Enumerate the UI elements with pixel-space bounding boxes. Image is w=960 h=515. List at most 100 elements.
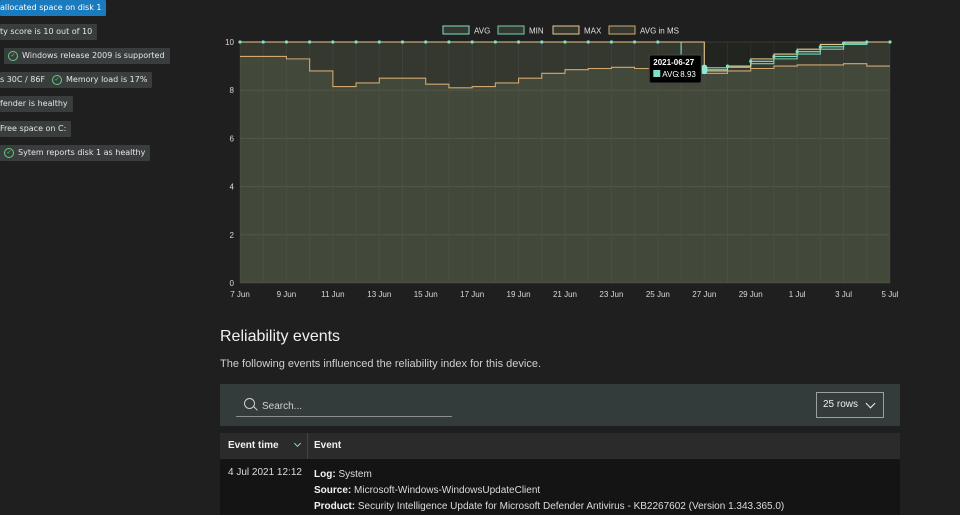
data-point[interactable]: [470, 40, 474, 44]
y-tick-label: 8: [230, 86, 235, 95]
data-point[interactable]: [609, 40, 614, 44]
column-header-event-time[interactable]: Event time: [228, 440, 279, 451]
status-chip[interactable]: fender is healthy: [0, 96, 73, 112]
reliability-chart: 0 2 4 6 8 10 7 Jun 9 Jun 11 Jun 13 Jun 15 Jun 17 Ju…: [225, 25, 899, 299]
tooltip-value: 8.93: [680, 70, 696, 79]
data-point[interactable]: [818, 45, 822, 49]
data-point[interactable]: [424, 40, 428, 44]
status-chip-label: Sytem reports disk 1 as healthy: [18, 148, 146, 157]
status-chip-label: fender is healthy: [0, 99, 68, 108]
x-tick-label: 11 Jun: [321, 290, 344, 299]
highlight-point[interactable]: [701, 66, 708, 73]
tooltip-separator: :: [677, 70, 679, 79]
status-chip-label: allocated space on disk 1: [0, 3, 102, 12]
y-tick-label: 4: [230, 183, 235, 192]
column-divider: [307, 433, 308, 459]
legend-label[interactable]: MIN: [529, 27, 544, 36]
status-chip-label: Windows release 2009 is supported: [22, 51, 165, 60]
data-point[interactable]: [447, 40, 451, 44]
rows-per-page-label: 25 rows: [823, 399, 859, 410]
x-tick-label: 27 Jun: [692, 290, 716, 299]
status-chip-label: ty score is 10 out of 10: [0, 27, 93, 36]
data-point[interactable]: [772, 54, 776, 59]
check-circle-icon: ✓: [8, 51, 18, 61]
check-circle-icon: ✓: [4, 148, 14, 158]
data-point[interactable]: [284, 40, 289, 44]
data-point[interactable]: [354, 40, 358, 44]
check-circle-icon: ✓: [52, 75, 62, 85]
data-point[interactable]: [749, 59, 753, 63]
status-chip[interactable]: ✓ Windows release 2009 is supported: [4, 48, 170, 64]
data-point[interactable]: [493, 40, 497, 44]
data-point[interactable]: [725, 64, 730, 68]
status-chip[interactable]: ✓ Memory load is 17%: [48, 72, 153, 88]
tooltip: [648, 54, 702, 84]
status-chip[interactable]: Free space on C:: [0, 121, 72, 137]
status-chip-label: s 30C / 86F: [0, 75, 46, 84]
series-line: [240, 41, 890, 72]
source-value: Microsoft-Windows-WindowsUpdateClient: [354, 485, 541, 496]
y-tick-label: 10: [225, 38, 234, 47]
tooltip-date: 2021-06-27: [653, 58, 694, 67]
legend-label[interactable]: MAX: [584, 27, 602, 36]
data-point[interactable]: [841, 41, 846, 45]
tooltip-swatch: [653, 70, 661, 77]
status-chip[interactable]: ty score is 10 out of 10: [0, 24, 98, 40]
x-tick-label: 5 Jul: [882, 290, 899, 299]
table-toolbar: 25 rows: [220, 384, 900, 426]
data-point[interactable]: [377, 40, 381, 44]
rows-per-page-select[interactable]: 25 rows: [816, 392, 884, 418]
column-header-event[interactable]: Event: [314, 440, 342, 451]
x-tick-label: 1 Jul: [789, 290, 806, 299]
data-point[interactable]: [656, 40, 660, 44]
y-tick-label: 6: [230, 134, 235, 143]
section-title: Reliability events: [220, 328, 341, 345]
data-point[interactable]: [400, 40, 405, 44]
product-value: Security Intelligence Update for Microso…: [357, 501, 785, 512]
chevron-down-icon: [865, 398, 876, 409]
status-chip-label: Free space on C:: [0, 124, 67, 133]
tooltip-series: AVG: [662, 70, 678, 79]
x-tick-label: 17 Jun: [460, 290, 484, 299]
event-cell: Log: System Source: Microsoft-Windows-Wi…: [314, 467, 784, 515]
log-value: System: [338, 469, 372, 480]
legend-swatch[interactable]: [442, 25, 470, 35]
legend-label[interactable]: AVG in MS: [640, 27, 679, 36]
series-area: [240, 56, 890, 284]
table-header: Event time Event: [220, 433, 900, 459]
status-chip[interactable]: s 30C / 86F: [0, 72, 51, 88]
x-tick-label: 15 Jun: [414, 290, 438, 299]
source-label: Source:: [314, 485, 352, 496]
data-point[interactable]: [308, 40, 312, 44]
x-tick-label: 3 Jul: [835, 290, 852, 299]
data-point[interactable]: [238, 40, 242, 44]
search-box: [236, 394, 452, 417]
event-time-cell: 4 Jul 2021 12:12: [228, 467, 302, 478]
legend-swatch[interactable]: [552, 25, 580, 35]
data-point[interactable]: [633, 40, 637, 44]
x-tick-label: 23 Jun: [599, 290, 623, 299]
data-point[interactable]: [540, 40, 544, 44]
y-tick-label: 2: [230, 231, 235, 240]
data-point[interactable]: [331, 40, 335, 44]
search-input[interactable]: [260, 396, 444, 416]
legend-swatch[interactable]: [497, 25, 525, 35]
data-point[interactable]: [261, 40, 265, 44]
data-point[interactable]: [516, 40, 521, 44]
data-point[interactable]: [865, 40, 869, 44]
series-line: [240, 55, 890, 89]
data-point[interactable]: [563, 40, 567, 44]
data-point[interactable]: [888, 40, 892, 44]
data-point[interactable]: [795, 50, 799, 54]
x-tick-label: 19 Jun: [507, 290, 531, 299]
search-icon: [244, 398, 255, 409]
table-row[interactable]: 4 Jul 2021 12:12 Log: System Source: Mic…: [220, 459, 900, 515]
legend-swatch[interactable]: [608, 25, 636, 35]
data-point[interactable]: [586, 40, 590, 44]
sort-descending-icon[interactable]: [293, 439, 302, 448]
status-chip[interactable]: ✓ Sytem reports disk 1 as healthy: [0, 145, 151, 161]
legend-label[interactable]: AVG: [474, 27, 490, 36]
x-tick-label: 25 Jun: [646, 290, 670, 299]
status-chip[interactable]: allocated space on disk 1: [0, 0, 107, 16]
x-tick-label: 9 Jun: [277, 290, 297, 299]
